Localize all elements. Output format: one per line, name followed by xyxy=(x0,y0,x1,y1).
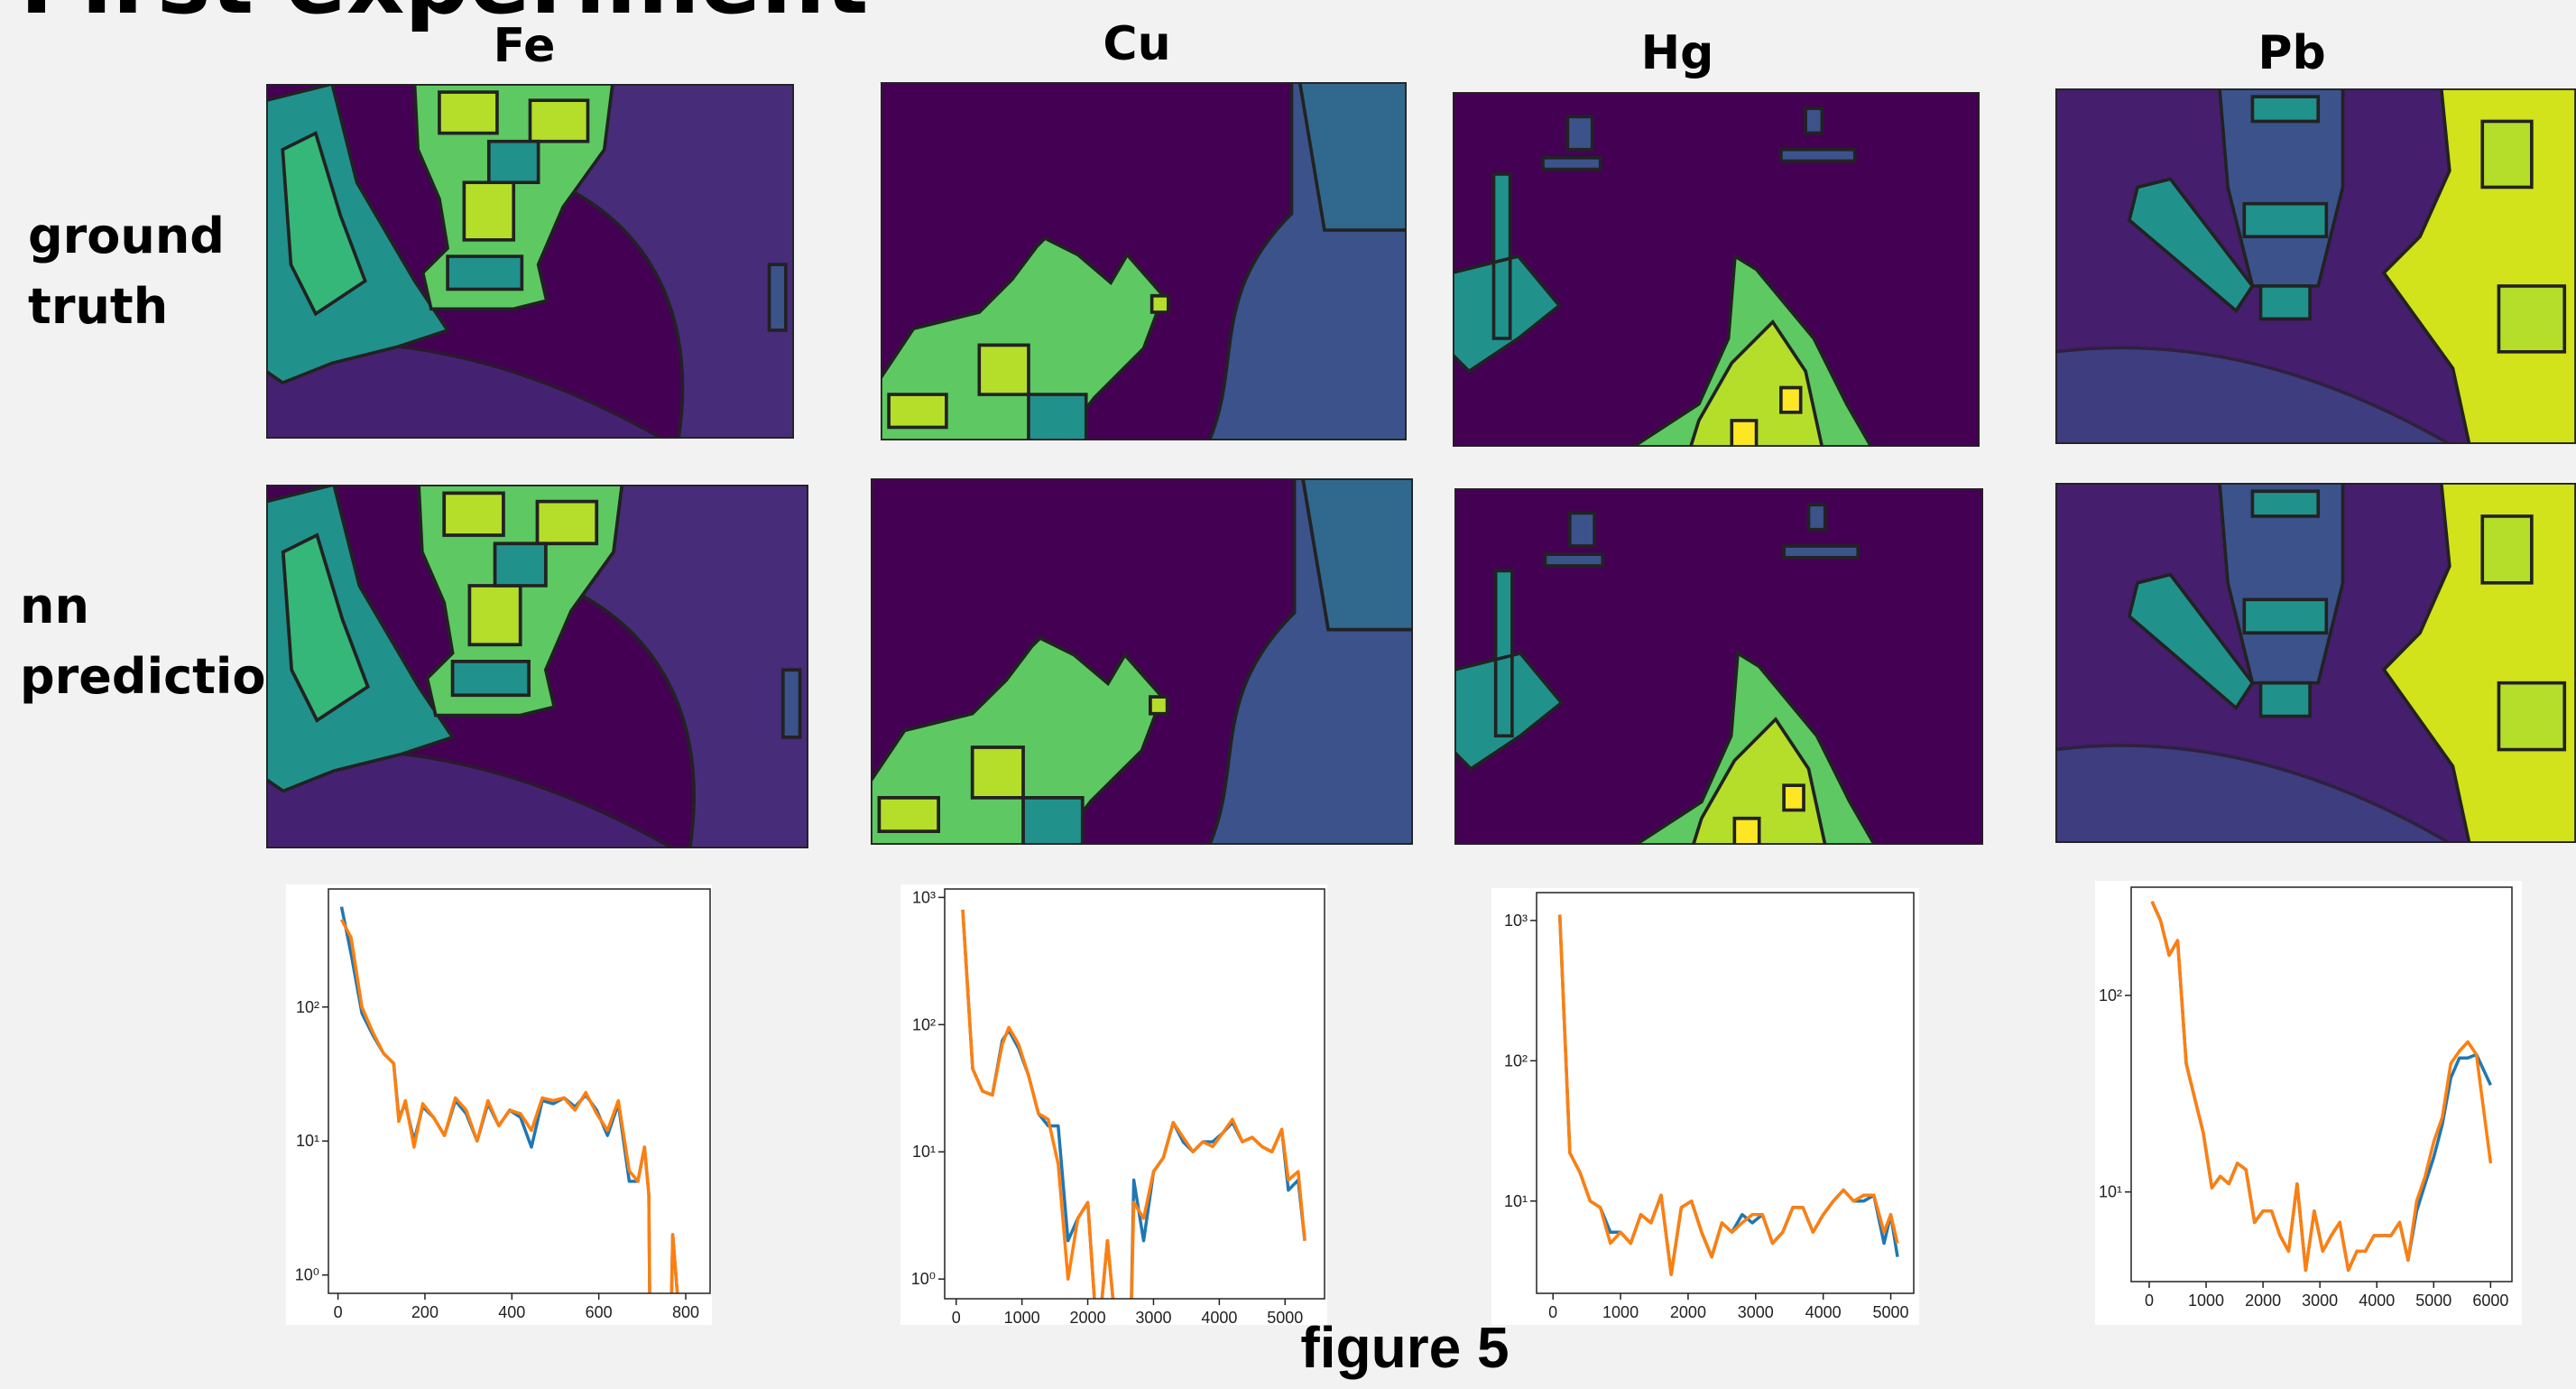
heatmap xyxy=(266,84,794,439)
y-tick-label: 10² xyxy=(1504,1051,1528,1070)
column-header: Cu xyxy=(1103,17,1170,71)
x-tick-label: 0 xyxy=(334,1303,343,1321)
line-chart: 0 1000 2000 3000 4000 5000 10⁰ 10¹ 10² 10³ xyxy=(900,884,1327,1327)
y-tick-label: 10² xyxy=(912,1015,936,1033)
chart-panel xyxy=(1491,888,1919,1325)
x-tick-label: 3000 xyxy=(2302,1292,2338,1310)
x-tick-label: 200 xyxy=(411,1303,439,1321)
axes-frame xyxy=(1536,892,1915,1294)
x-tick-label: 2000 xyxy=(1670,1303,1706,1321)
y-tick-label: 10³ xyxy=(912,888,936,906)
column-header: Hg xyxy=(1641,26,1714,80)
heatmap xyxy=(1454,488,1983,845)
x-tick-label: 4000 xyxy=(1805,1303,1842,1321)
x-tick-label: 0 xyxy=(1548,1303,1557,1321)
row-label: ground xyxy=(28,208,225,264)
y-tick-label: 10¹ xyxy=(1504,1192,1528,1210)
series-line xyxy=(961,909,1306,1299)
heatmap xyxy=(1453,92,1980,447)
series-line xyxy=(2150,901,2493,1273)
x-tick-label: 2000 xyxy=(2245,1292,2281,1310)
row-label: prediction xyxy=(20,648,300,705)
axes-frame xyxy=(2130,886,2513,1283)
x-tick-label: 0 xyxy=(952,1309,961,1327)
x-tick-label: 5000 xyxy=(2415,1292,2451,1310)
y-tick-label: 10⁰ xyxy=(295,1266,319,1284)
heatmap xyxy=(266,485,808,848)
x-tick-label: 5000 xyxy=(1267,1309,1303,1327)
x-tick-label: 400 xyxy=(498,1303,525,1321)
row-label: nn xyxy=(20,578,89,634)
x-tick-label: 1000 xyxy=(2188,1292,2224,1310)
y-tick-label: 10¹ xyxy=(296,1132,319,1150)
heatmap xyxy=(871,478,1413,845)
x-tick-label: 1000 xyxy=(1004,1309,1040,1327)
column-header: Fe xyxy=(494,19,556,73)
x-tick-label: 5000 xyxy=(1873,1303,1909,1321)
heatmap xyxy=(2055,88,2576,444)
heatmap xyxy=(2055,483,2576,843)
column-header: Pb xyxy=(2257,26,2325,80)
charts: 0 200 400 600 800 10⁰ 10¹ 10² 0 1000 2000 3000 4000 5… xyxy=(286,881,2522,1327)
x-tick-label: 3000 xyxy=(1738,1303,1774,1321)
chart-panel xyxy=(286,884,712,1325)
axes-frame xyxy=(328,888,711,1294)
x-tick-label: 6000 xyxy=(2472,1292,2508,1310)
x-tick-label: 600 xyxy=(586,1303,613,1321)
line-chart: 0 1000 2000 3000 4000 5000 6000 10¹ 10² xyxy=(2095,881,2522,1325)
y-tick-label: 10² xyxy=(296,998,319,1016)
series-line xyxy=(339,918,679,1293)
chart-panel xyxy=(900,884,1327,1325)
x-tick-label: 2000 xyxy=(1070,1309,1106,1327)
line-chart: 0 1000 2000 3000 4000 5000 10¹ 10² 10³ xyxy=(1491,888,1919,1325)
y-tick-label: 10¹ xyxy=(912,1143,936,1161)
x-tick-label: 3000 xyxy=(1135,1309,1171,1327)
x-tick-label: 4000 xyxy=(2359,1292,2395,1310)
y-tick-label: 10² xyxy=(2099,986,2122,1005)
title: First experiment xyxy=(20,0,868,34)
heatmap xyxy=(881,82,1407,440)
line-chart: 0 200 400 600 800 10⁰ 10¹ 10² xyxy=(286,884,712,1325)
caption: figure 5 xyxy=(1300,1315,1509,1380)
y-tick-label: 10¹ xyxy=(2099,1183,2122,1201)
row-label: truth xyxy=(28,278,168,335)
y-tick-label: 10⁰ xyxy=(911,1270,936,1288)
heatmaps xyxy=(266,82,2576,848)
axes-frame xyxy=(944,888,1325,1300)
x-tick-label: 4000 xyxy=(1201,1309,1237,1327)
x-tick-label: 800 xyxy=(672,1303,699,1321)
series-line xyxy=(1557,914,1899,1276)
x-tick-label: 1000 xyxy=(1602,1303,1639,1321)
x-tick-label: 0 xyxy=(2145,1292,2154,1310)
y-tick-label: 10³ xyxy=(1504,912,1528,930)
